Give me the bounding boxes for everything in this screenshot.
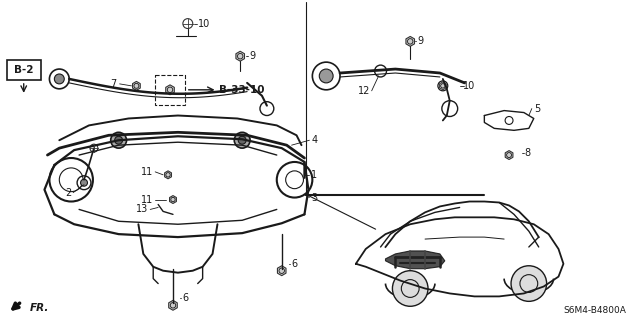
Text: 6: 6 — [183, 293, 189, 303]
Text: 12: 12 — [358, 86, 371, 96]
Circle shape — [511, 266, 547, 301]
Polygon shape — [166, 85, 174, 95]
Text: B-33-10: B-33-10 — [220, 85, 265, 95]
Polygon shape — [164, 171, 172, 179]
Circle shape — [54, 74, 64, 84]
Circle shape — [238, 136, 246, 144]
Text: 2: 2 — [65, 188, 71, 197]
Text: B-2: B-2 — [14, 65, 33, 75]
Text: FR.: FR. — [29, 303, 49, 313]
Text: 11: 11 — [141, 195, 153, 204]
Text: 13: 13 — [136, 204, 148, 214]
Polygon shape — [440, 82, 446, 90]
Polygon shape — [169, 300, 177, 310]
Circle shape — [392, 271, 428, 306]
Polygon shape — [236, 51, 244, 61]
Circle shape — [234, 132, 250, 148]
Circle shape — [115, 136, 123, 144]
Text: 3: 3 — [312, 193, 317, 203]
Text: 6: 6 — [292, 259, 298, 269]
Polygon shape — [406, 36, 415, 46]
Text: 5: 5 — [534, 104, 540, 114]
Text: 9: 9 — [417, 36, 423, 46]
Polygon shape — [505, 151, 513, 160]
Polygon shape — [277, 266, 286, 276]
Text: 10: 10 — [198, 19, 210, 29]
Text: 9: 9 — [249, 51, 255, 61]
Circle shape — [111, 132, 127, 148]
Text: 8: 8 — [524, 148, 530, 158]
Circle shape — [319, 69, 333, 83]
Polygon shape — [132, 81, 140, 90]
Polygon shape — [385, 251, 445, 269]
Text: 4: 4 — [312, 135, 317, 145]
Circle shape — [81, 179, 88, 186]
Text: 11: 11 — [141, 167, 153, 177]
Text: 7: 7 — [110, 79, 116, 89]
Text: 1: 1 — [312, 170, 317, 180]
Polygon shape — [170, 196, 177, 204]
Text: S6M4-B4800A: S6M4-B4800A — [563, 306, 627, 315]
Text: 10: 10 — [463, 81, 475, 91]
